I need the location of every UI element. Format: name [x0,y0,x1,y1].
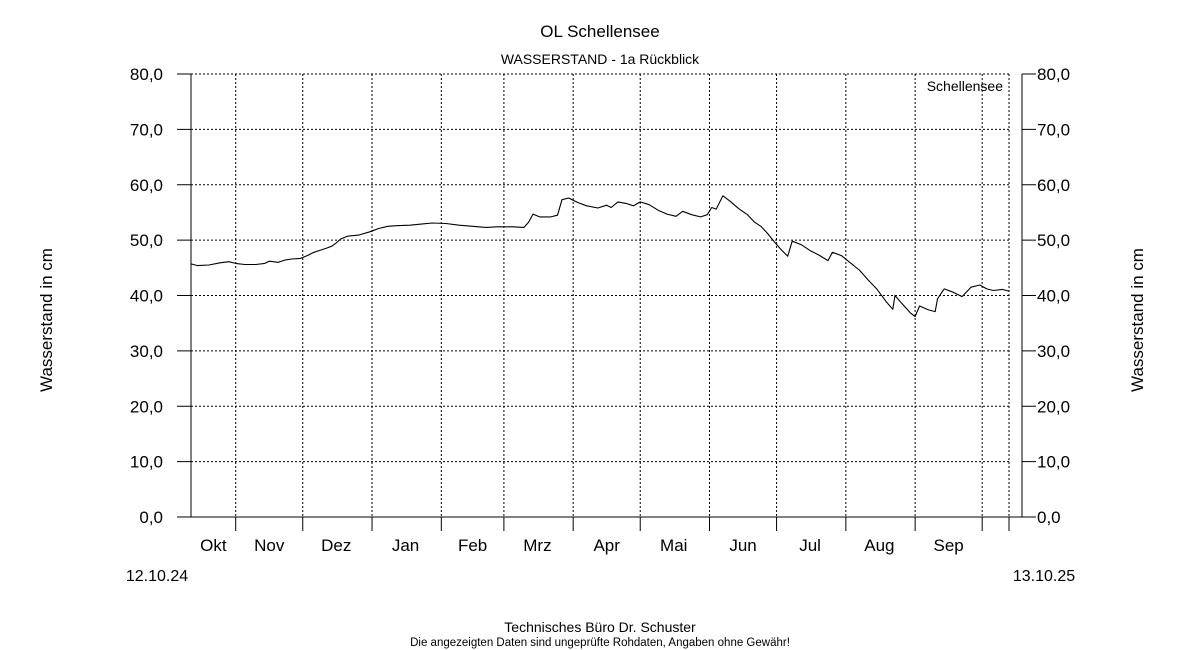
y-tick-label-right: 30,0 [1037,342,1070,361]
x-month-label: Dez [321,536,351,555]
x-month-label: Jun [729,536,756,555]
y-tick-label-left: 50,0 [130,231,163,250]
tick-labels: 0,0 0,0 10,0 10,0 20,0 20,0 30,0 30,0 40,0 40,0 50… [130,65,1070,555]
y-tick-label-left: 60,0 [130,176,163,195]
grid-lines [191,73,1010,517]
y-tick-label-left: 10,0 [130,453,163,472]
x-month-label: Jan [392,536,419,555]
x-start-date-label: 12.10.24 [126,568,188,585]
y-tick-label-right: 20,0 [1037,397,1070,416]
chart-subtitle: WASSERSTAND - 1a Rückblick [501,51,700,67]
series-line-schellensee [190,195,1010,318]
y-tick-label-right: 50,0 [1037,231,1070,250]
y-tick-label-left: 70,0 [130,120,163,139]
x-month-label: Jul [799,536,821,555]
y-tick-label-left: 20,0 [130,397,163,416]
footer-credit: Technisches Büro Dr. Schuster [504,619,696,635]
y-tick-label-right: 10,0 [1037,453,1070,472]
y-tick-label-left: 30,0 [130,342,163,361]
x-month-label: Nov [254,536,285,555]
x-end-date-label: 13.10.25 [1013,568,1075,585]
x-month-label: Sep [934,536,964,555]
footer-disclaimer: Die angezeigten Daten sind ungeprüfte Ro… [410,637,790,649]
y-tick-label-right: 60,0 [1037,176,1070,195]
legend-entry-schellensee: Schellensee [927,78,1003,94]
y-tick-label-right: 40,0 [1037,287,1070,306]
y-tick-label-left: 80,0 [130,65,163,84]
y-tick-label-right: 70,0 [1037,120,1070,139]
x-month-label: Apr [593,536,620,555]
x-month-label: Feb [458,536,487,555]
y-tick-label-right: 80,0 [1037,65,1070,84]
series-layer [190,195,1010,318]
y-axis-label-left: Wasserstand in cm [37,248,56,392]
axes [177,73,1036,531]
x-month-label: Aug [864,536,894,555]
y-tick-label-right: 0,0 [1037,508,1061,527]
x-month-label: Mai [660,536,687,555]
x-month-label: Okt [200,536,227,555]
y-tick-label-left: 0,0 [139,508,163,527]
chart-title: OL Schellensee [540,22,659,41]
x-month-label: Mrz [523,536,551,555]
y-tick-label-left: 40,0 [130,287,163,306]
y-axis-label-right: Wasserstand in cm [1128,248,1147,392]
